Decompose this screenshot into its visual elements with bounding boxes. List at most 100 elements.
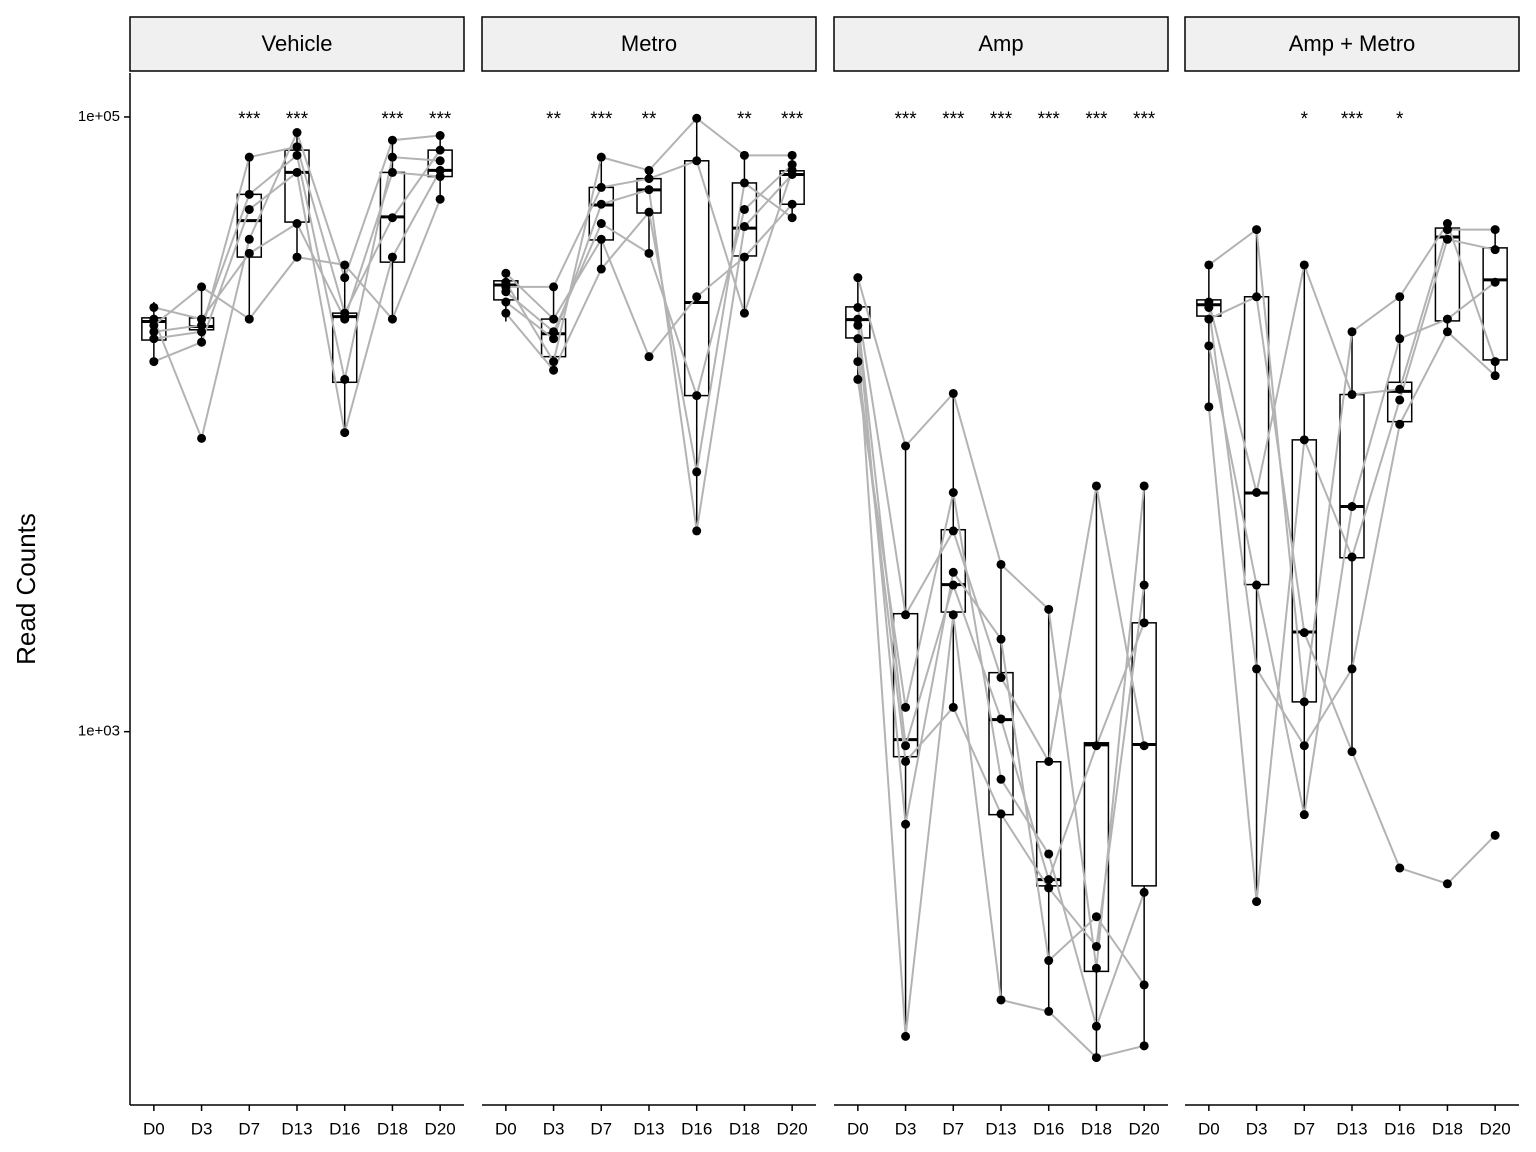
significance-label: *** xyxy=(781,109,804,130)
box xyxy=(1482,247,1508,361)
point xyxy=(292,150,302,160)
significance-label: *** xyxy=(1341,109,1364,130)
point xyxy=(244,204,254,214)
point xyxy=(1044,604,1054,614)
point xyxy=(149,357,159,367)
point xyxy=(948,567,958,577)
strip xyxy=(833,16,1169,72)
point xyxy=(435,194,445,204)
x-tick-label: D18 xyxy=(729,1119,760,1138)
panel-title: Metro xyxy=(621,31,677,56)
point xyxy=(387,252,397,262)
point xyxy=(1204,402,1214,412)
significance-label: ** xyxy=(737,109,752,130)
x-tick-label: D20 xyxy=(425,1119,456,1138)
significance-label: *** xyxy=(894,109,917,130)
point xyxy=(739,178,749,188)
point xyxy=(901,1031,911,1041)
point xyxy=(1442,879,1452,889)
point xyxy=(149,320,159,330)
point xyxy=(853,357,863,367)
point xyxy=(1252,292,1262,302)
point xyxy=(901,819,911,829)
box xyxy=(1243,296,1270,586)
significance-label: *** xyxy=(286,109,309,130)
point xyxy=(1490,371,1500,381)
point xyxy=(1490,225,1500,235)
x-tick-label: D13 xyxy=(985,1119,1016,1138)
point xyxy=(1044,875,1054,885)
point xyxy=(387,167,397,177)
point xyxy=(1490,245,1500,255)
significance-label: *** xyxy=(429,109,452,130)
point xyxy=(292,219,302,229)
point xyxy=(149,334,159,344)
point xyxy=(787,160,797,170)
point xyxy=(596,199,606,209)
x-tick-label: D20 xyxy=(1129,1119,1160,1138)
point xyxy=(1091,1053,1101,1063)
point xyxy=(340,260,350,270)
x-tick-label: D7 xyxy=(590,1119,612,1138)
point xyxy=(549,365,559,375)
x-tick-label: D13 xyxy=(633,1119,664,1138)
point xyxy=(1204,314,1214,324)
point xyxy=(1490,830,1500,840)
point xyxy=(549,327,559,337)
point xyxy=(692,156,702,166)
x-tick-label: D16 xyxy=(681,1119,712,1138)
point xyxy=(549,314,559,324)
point xyxy=(149,302,159,312)
box xyxy=(331,312,358,384)
point xyxy=(292,142,302,152)
point xyxy=(435,172,445,182)
x-tick-label: D3 xyxy=(1246,1119,1268,1138)
significance-label: ** xyxy=(546,109,561,130)
point xyxy=(996,714,1006,724)
point xyxy=(387,314,397,324)
significance-label: *** xyxy=(990,109,1013,130)
point xyxy=(596,264,606,274)
point xyxy=(1347,390,1357,400)
point xyxy=(435,131,445,141)
point xyxy=(244,234,254,244)
point xyxy=(1204,260,1214,270)
point xyxy=(1044,756,1054,766)
point xyxy=(901,441,911,451)
point xyxy=(596,219,606,229)
point xyxy=(1347,327,1357,337)
significance-label: *** xyxy=(381,109,404,130)
point xyxy=(948,487,958,497)
point xyxy=(1490,357,1500,367)
point xyxy=(501,308,511,318)
point xyxy=(1091,741,1101,751)
point xyxy=(1252,487,1262,497)
x-tick-label: D20 xyxy=(1480,1119,1511,1138)
point xyxy=(1395,863,1405,873)
significance-label: *** xyxy=(1133,109,1156,130)
point xyxy=(739,150,749,160)
point xyxy=(1204,302,1214,312)
point xyxy=(901,741,911,751)
significance-label: ** xyxy=(642,109,657,130)
point xyxy=(244,189,254,199)
point xyxy=(692,292,702,302)
point xyxy=(853,320,863,330)
point xyxy=(1490,277,1500,287)
point xyxy=(1044,1006,1054,1016)
point xyxy=(1299,628,1309,638)
point xyxy=(853,334,863,344)
point xyxy=(340,273,350,283)
point xyxy=(292,252,302,262)
point xyxy=(996,809,1006,819)
point xyxy=(739,308,749,318)
point xyxy=(149,327,159,337)
x-tick-label: D13 xyxy=(281,1119,312,1138)
x-tick-label: D3 xyxy=(543,1119,565,1138)
point xyxy=(853,314,863,324)
point xyxy=(1044,956,1054,966)
significance-label: * xyxy=(1396,109,1404,130)
point xyxy=(996,634,1006,644)
strip xyxy=(129,16,465,72)
